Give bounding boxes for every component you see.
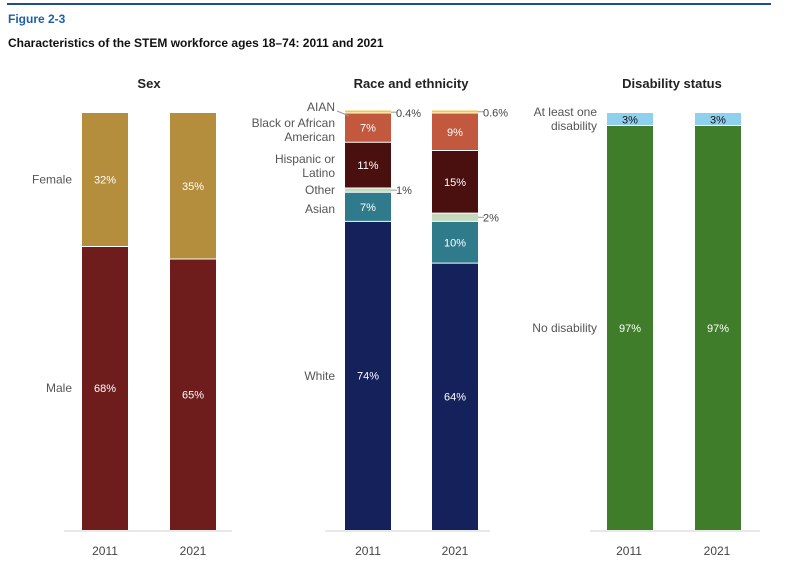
bar-segment-asian-2011 (345, 192, 391, 222)
data-label-hispanic-2011: 11% (357, 160, 378, 172)
data-label-aian-2021: 0.6% (483, 108, 508, 120)
bar-segment-hispanic-2011 (345, 142, 391, 189)
data-label-other-2011: 1% (396, 185, 412, 197)
bar-segment-no-disability-2021 (695, 125, 741, 530)
data-label-no-disability-2021: 97% (707, 323, 729, 335)
data-label-no-disability-2011: 97% (619, 323, 641, 335)
bar-segment-hispanic-2021 (432, 150, 478, 214)
series-label-black-or-african-american-line-1: Black or African (252, 116, 335, 130)
bar-segment-white-2021 (432, 263, 478, 530)
series-label-female: Female (32, 173, 72, 187)
figure-label: Figure 2-3 (8, 12, 66, 26)
top-rule (7, 3, 771, 5)
x-tick-label-race-and-ethnicity-2021: 2021 (442, 544, 469, 558)
data-label-at-least-one-disability-2021: 3% (710, 114, 726, 126)
bar-segment-female-2021 (170, 113, 216, 259)
bar-segment-aian-2011 (345, 110, 391, 113)
data-label-asian-2011: 7% (360, 202, 376, 214)
data-label-white-2021: 64% (444, 392, 466, 404)
x-tick-label-race-and-ethnicity-2011: 2011 (355, 544, 381, 558)
series-label-hispanic-or-latino-line-2: Latino (302, 166, 335, 180)
x-tick-label-disability-status-2021: 2021 (704, 544, 731, 558)
series-label-male: Male (46, 381, 72, 395)
bar-segment-aian-2021 (432, 110, 478, 113)
data-label-white-2011: 74% (357, 371, 379, 383)
bar-segment-white-2011 (345, 221, 391, 531)
series-label-at-least-one-disability-line-2: disability (551, 119, 597, 133)
panel-title-race-and-ethnicity: Race and ethnicity (354, 76, 470, 91)
bar-segment-black-2021 (432, 113, 478, 151)
bar-segment-no-disability-2011 (607, 125, 653, 530)
series-label-hispanic-or-latino-line-1: Hispanic or (275, 152, 335, 166)
bar-segment-at-least-one-disability-2011 (607, 113, 653, 126)
bar-segment-male-2011 (82, 246, 128, 530)
data-label-asian-2021: 10% (444, 237, 466, 249)
bar-segment-at-least-one-disability-2021 (695, 113, 741, 126)
series-label-aian: AIAN (307, 100, 335, 114)
bar-segment-asian-2021 (432, 221, 478, 264)
leader-line-aian-label (336, 110, 350, 117)
series-label-asian: Asian (305, 202, 335, 216)
x-tick-label-sex-2011: 2011 (92, 544, 118, 558)
data-label-at-least-one-disability-2011: 3% (622, 114, 638, 126)
figure-title: Characteristics of the STEM workforce ag… (8, 36, 384, 50)
data-label-female-2021: 35% (182, 181, 204, 193)
data-label-other-2021: 2% (483, 212, 499, 224)
bar-segment-other-2021 (432, 213, 478, 222)
panel-title-disability-status: Disability status (622, 76, 722, 91)
panel-title-sex: Sex (137, 76, 161, 91)
bar-segment-female-2011 (82, 113, 128, 247)
data-label-black-2011: 7% (360, 123, 376, 135)
data-label-aian-2011: 0.4% (396, 108, 421, 120)
data-label-male-2011: 68% (94, 383, 116, 395)
series-label-white: White (304, 369, 335, 383)
series-label-other: Other (305, 183, 335, 197)
x-tick-label-sex-2021: 2021 (180, 544, 207, 558)
x-tick-label-disability-status-2011: 2011 (616, 544, 642, 558)
bar-segment-black-2011 (345, 113, 391, 143)
series-label-at-least-one-disability-line-1: At least one (534, 105, 598, 119)
bar-segment-other-2011 (345, 188, 391, 193)
series-label-no-disability: No disability (532, 321, 597, 335)
data-label-hispanic-2021: 15% (444, 177, 466, 189)
bar-segment-male-2021 (170, 258, 216, 530)
data-label-black-2021: 9% (447, 127, 463, 139)
data-label-female-2011: 32% (94, 175, 116, 187)
data-label-male-2021: 65% (182, 389, 204, 401)
series-label-black-or-african-american-line-2: American (284, 130, 335, 144)
